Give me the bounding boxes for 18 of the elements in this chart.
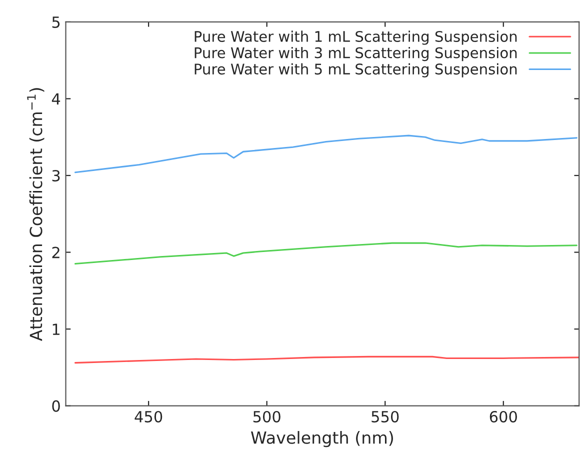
y-tick-label: 2	[52, 246, 60, 258]
legend-label: Pure Water with 3 mL Scattering Suspension	[194, 46, 517, 62]
x-tick-label: 550	[372, 410, 399, 423]
y-tick-label: 0	[52, 400, 60, 412]
x-tick-label: 450	[134, 410, 162, 423]
x-tick-label: 500	[253, 410, 280, 423]
y-tick-label: 3	[52, 170, 60, 182]
y-tick-label: 4	[52, 93, 60, 105]
legend-label: Pure Water with 1 mL Scattering Suspension	[194, 30, 517, 45]
y-tick-label: 5	[52, 16, 60, 28]
y-tick-label: 1	[52, 324, 60, 335]
line-series	[74, 356, 580, 364]
y-axis-title: Attenuation Coefficient (cm$^{−1}$)	[27, 88, 44, 341]
legend-label: Pure Water with 5 mL Scattering Suspension	[194, 63, 517, 78]
line-series	[74, 134, 578, 174]
x-tick-label: 600	[490, 410, 517, 423]
x-axis-title: Wavelength (nm)	[250, 431, 393, 448]
line-series	[74, 242, 578, 265]
